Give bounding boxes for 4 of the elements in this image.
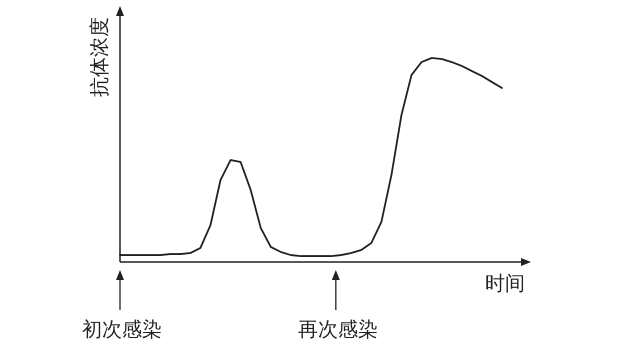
text: 再次感染 <box>298 319 378 341</box>
y-axis-title: 抗体浓度 <box>89 17 111 97</box>
x-axis-title: 时间 <box>485 273 525 295</box>
text: 初次感染 <box>82 319 162 341</box>
